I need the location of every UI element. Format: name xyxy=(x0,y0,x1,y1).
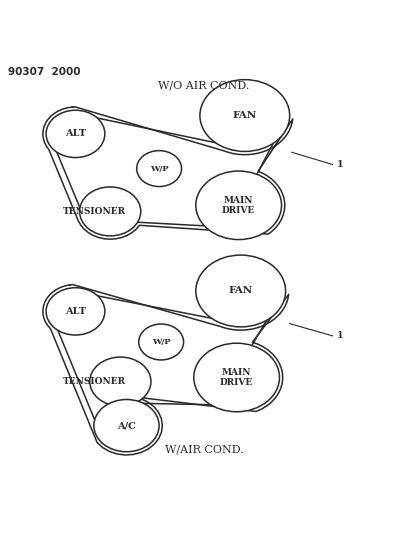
Ellipse shape xyxy=(94,400,159,452)
Text: TENSIONER: TENSIONER xyxy=(63,377,126,386)
Text: A/C: A/C xyxy=(117,421,136,430)
Text: W/P: W/P xyxy=(150,165,169,173)
Text: 1: 1 xyxy=(337,160,343,169)
Ellipse shape xyxy=(90,357,151,406)
Text: W/P: W/P xyxy=(152,338,171,346)
Ellipse shape xyxy=(137,151,182,187)
Ellipse shape xyxy=(139,324,184,360)
Text: MAIN
DRIVE: MAIN DRIVE xyxy=(220,368,253,387)
Text: 1: 1 xyxy=(337,332,343,341)
Text: FAN: FAN xyxy=(233,111,257,120)
Text: FAN: FAN xyxy=(228,286,253,295)
Text: W/AIR COND.: W/AIR COND. xyxy=(164,445,244,455)
Text: ALT: ALT xyxy=(65,130,86,139)
Ellipse shape xyxy=(194,343,279,412)
Text: MAIN
DRIVE: MAIN DRIVE xyxy=(222,196,255,215)
Ellipse shape xyxy=(46,110,105,158)
Ellipse shape xyxy=(80,187,141,236)
Ellipse shape xyxy=(196,171,282,239)
Text: 90307  2000: 90307 2000 xyxy=(8,67,81,77)
Ellipse shape xyxy=(46,288,105,335)
Ellipse shape xyxy=(200,79,290,151)
Text: TENSIONER: TENSIONER xyxy=(63,207,126,216)
Ellipse shape xyxy=(196,255,286,327)
Text: W/O AIR COND.: W/O AIR COND. xyxy=(158,81,250,91)
Text: ALT: ALT xyxy=(65,307,86,316)
